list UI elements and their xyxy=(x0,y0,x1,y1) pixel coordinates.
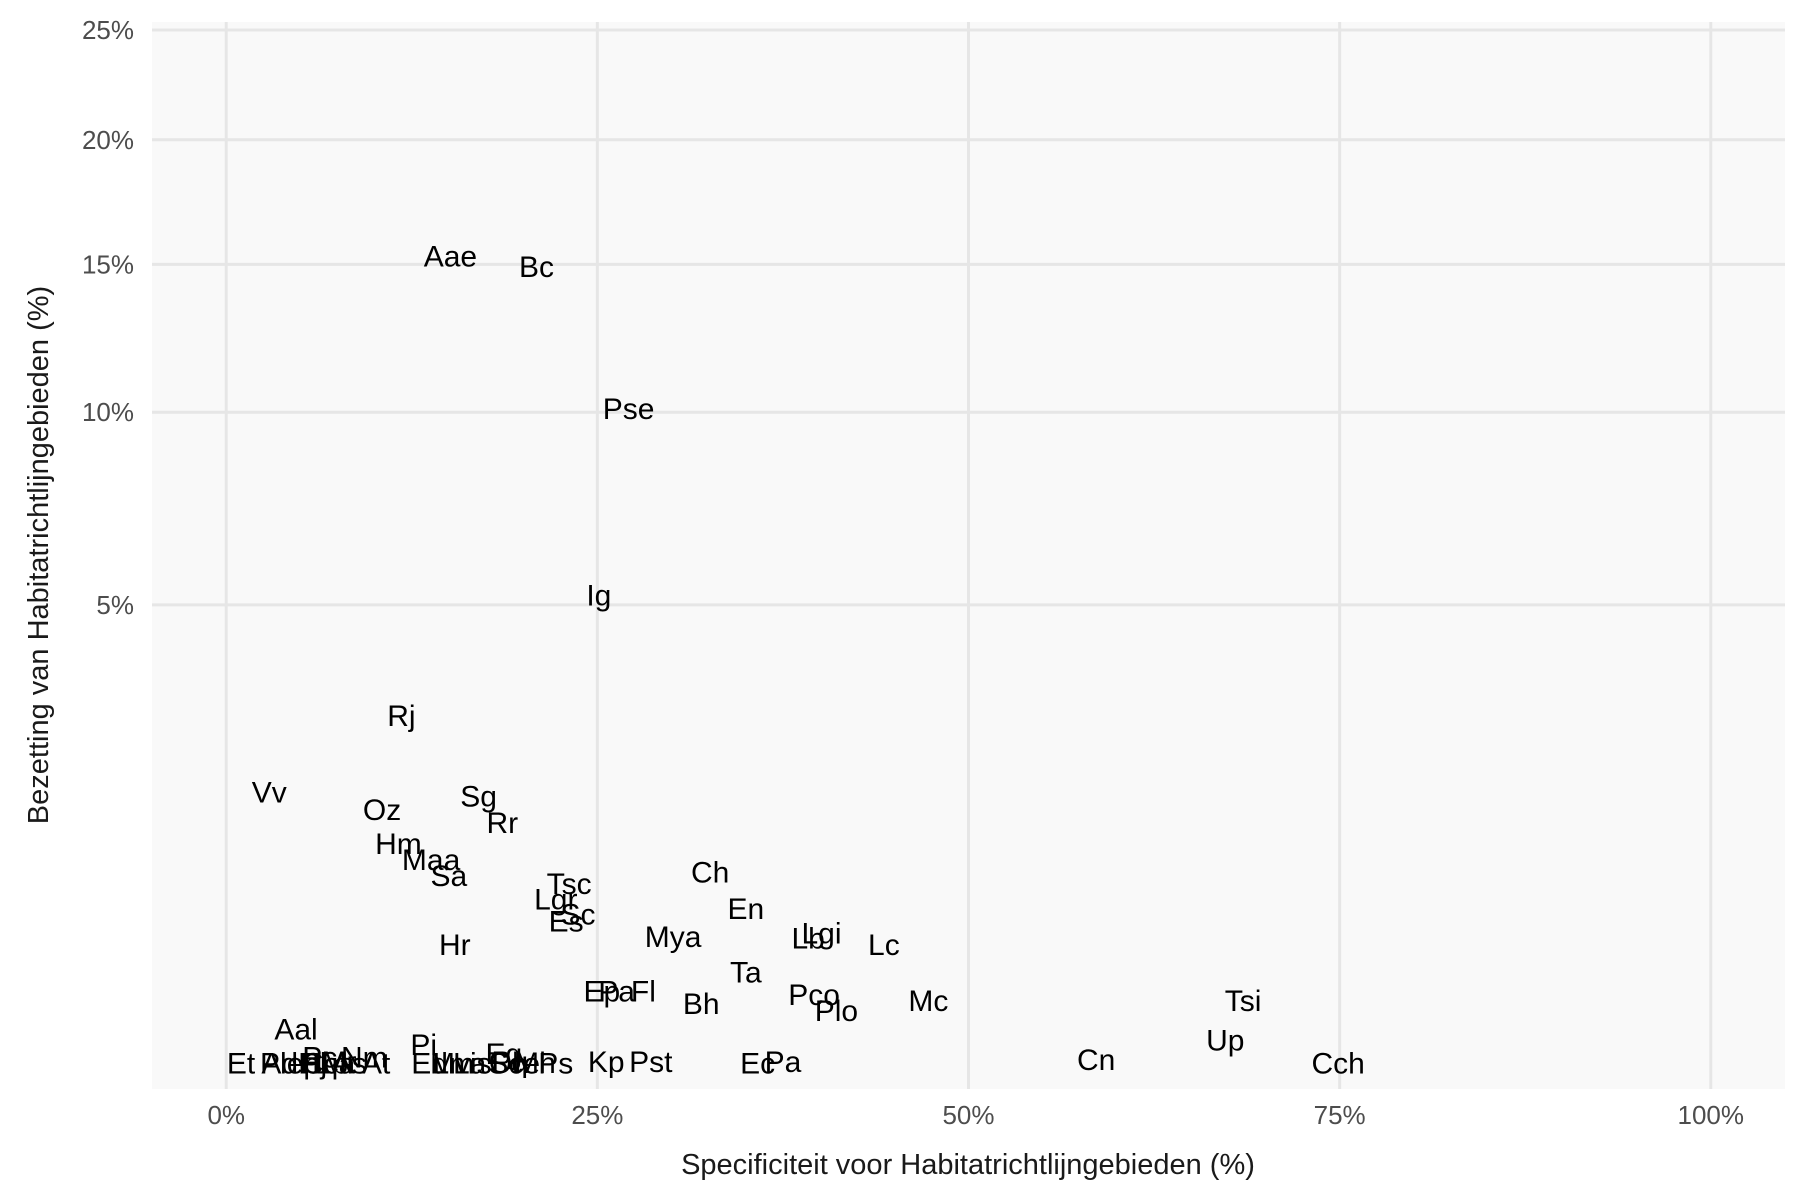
y-tick-label: 15% xyxy=(82,249,134,279)
point-label-lc: Lc xyxy=(868,929,900,962)
point-label-mvis: Mvis xyxy=(430,1047,492,1080)
point-label-fl: Fl xyxy=(631,976,656,1009)
point-label-sa: Sa xyxy=(431,860,468,893)
point-label-aal: Aal xyxy=(274,1013,317,1046)
point-label-kp: Kp xyxy=(588,1046,625,1079)
point-label-pi: Pi xyxy=(410,1029,437,1062)
point-label-pse: Pse xyxy=(603,393,655,426)
point-label-rj: Rj xyxy=(387,700,415,733)
point-label-ta: Ta xyxy=(730,956,762,989)
point-label-lb: Lb xyxy=(791,922,824,955)
point-label-en: En xyxy=(727,893,764,926)
x-tick-label: 0% xyxy=(207,1100,245,1130)
point-label-es: Es xyxy=(549,905,584,938)
point-label-ol: Ol xyxy=(489,1047,519,1080)
point-label-cca: Cca xyxy=(302,1047,356,1080)
point-label-mc: Mc xyxy=(908,985,948,1018)
point-label-ad: Ad xyxy=(261,1047,298,1080)
point-label-lgr: Lgr xyxy=(534,884,577,917)
point-label-at: At xyxy=(362,1047,391,1080)
point-label-pc: Pc xyxy=(302,1042,337,1075)
x-tick-label: 100% xyxy=(1678,1100,1745,1130)
point-label-hr: Hr xyxy=(439,929,471,962)
x-tick-label: 75% xyxy=(1314,1100,1366,1130)
point-label-pst: Pst xyxy=(629,1046,673,1079)
point-label-bc: Bc xyxy=(519,251,554,284)
point-label-bh: Bh xyxy=(683,988,720,1021)
point-label-pj: Pj xyxy=(300,1047,327,1080)
y-tick-label: 25% xyxy=(82,15,134,45)
point-label-up: Up xyxy=(1206,1024,1244,1057)
grid-lines xyxy=(152,22,1785,1089)
point-label-pq: Pq xyxy=(491,1046,528,1079)
x-axis-title: Specificiteit voor Habitatrichtlijngebie… xyxy=(681,1149,1255,1181)
point-label-lp: Lp xyxy=(315,1047,348,1080)
point-label-ep: Ep xyxy=(583,976,620,1009)
point-label-tsc: Tsc xyxy=(547,868,592,901)
y-axis-title: Bezetting van Habitatrichtlijngebieden (… xyxy=(23,286,55,824)
point-label-tsi: Tsi xyxy=(1225,985,1262,1018)
point-label-ch: Ch xyxy=(691,857,729,890)
point-label-pco: Pco xyxy=(788,979,840,1012)
point-label-sc: Sc xyxy=(561,898,596,931)
point-label-sce: Sce xyxy=(488,1047,540,1080)
point-label-as: As xyxy=(332,1047,367,1080)
point-label-sg: Sg xyxy=(460,780,497,813)
point-label-hm: Hm xyxy=(375,828,422,861)
x-tick-label: 25% xyxy=(571,1100,623,1130)
x-axis-ticks: 0% 25% 50% 75% 100% xyxy=(207,1100,1744,1130)
point-label-lgi: Lgi xyxy=(802,918,842,951)
y-axis-ticks: 5% 10% 15% 20% 25% xyxy=(82,15,134,620)
point-label-pa: Pa xyxy=(598,976,635,1009)
point-label-lm: Lm xyxy=(433,1047,475,1080)
x-tick-label: 50% xyxy=(942,1100,994,1130)
point-label-cch: Cch xyxy=(1311,1047,1364,1080)
y-tick-label: 20% xyxy=(82,125,134,155)
point-label-mya: Mya xyxy=(645,921,702,954)
point-label-ed: Ed xyxy=(411,1047,448,1080)
point-label-hl: Hl xyxy=(298,1047,326,1080)
point-label-mr: Mr xyxy=(322,1046,357,1079)
point-label-pa: Pa xyxy=(765,1046,802,1079)
point-label-rr: Rr xyxy=(487,807,519,840)
point-label-aae: Aae xyxy=(424,240,477,273)
point-label-vv: Vv xyxy=(252,776,287,809)
y-tick-label: 5% xyxy=(96,590,134,620)
point-label-plo: Plo xyxy=(815,995,858,1028)
point-label-la: La xyxy=(453,1047,487,1080)
point-label-nm: Nm xyxy=(341,1042,388,1075)
point-label-ig: Ig xyxy=(586,580,611,613)
point-label-oz: Oz xyxy=(363,794,401,827)
point-label-cn: Cn xyxy=(1077,1044,1115,1077)
point-label-ps: Ps xyxy=(538,1047,573,1080)
point-label-eg: Eg xyxy=(485,1038,522,1071)
point-label-mh: Mh xyxy=(514,1047,556,1080)
y-tick-label: 10% xyxy=(82,397,134,427)
point-label-ec: Ec xyxy=(740,1047,775,1080)
point-label-maa: Maa xyxy=(402,844,461,877)
point-label-et: Et xyxy=(227,1047,256,1080)
point-label-plep: Plep xyxy=(260,1047,320,1080)
